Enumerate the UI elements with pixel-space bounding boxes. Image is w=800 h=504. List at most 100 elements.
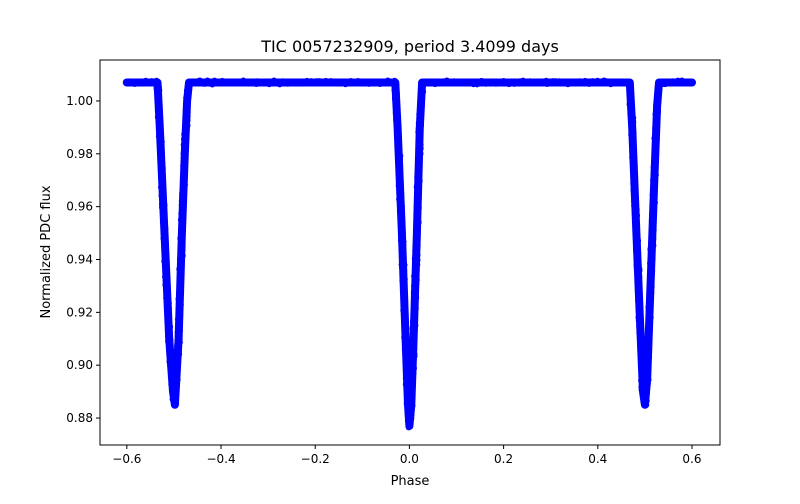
data-point	[633, 232, 640, 239]
data-point	[650, 182, 657, 188]
x-tick-label: 0.0	[400, 452, 419, 466]
data-point	[415, 197, 422, 204]
data-point	[645, 352, 652, 359]
data-point	[179, 252, 186, 259]
data-point	[633, 207, 640, 214]
data-point	[652, 131, 659, 138]
data-point	[159, 204, 165, 211]
chart-title: TIC 0057232909, period 3.4099 days	[260, 37, 559, 56]
data-point	[639, 341, 646, 348]
x-tick-label: −0.2	[301, 452, 330, 466]
data-point	[635, 291, 642, 298]
data-point	[648, 240, 655, 247]
data-point	[272, 78, 279, 85]
data-point	[544, 81, 551, 87]
data-point	[178, 228, 185, 235]
data-point	[669, 78, 676, 85]
data-point	[652, 149, 659, 156]
data-point	[179, 207, 186, 214]
data-point	[408, 388, 414, 395]
data-point	[577, 80, 584, 87]
axes-frame	[99, 59, 721, 446]
data-point	[409, 342, 416, 349]
data-point	[520, 77, 527, 84]
data-point	[595, 78, 602, 85]
data-point	[645, 364, 652, 371]
data-point	[413, 266, 420, 273]
data-point	[413, 294, 420, 301]
data-point	[254, 78, 260, 85]
data-point	[607, 81, 614, 88]
data-point	[159, 219, 166, 226]
data-point	[155, 93, 162, 100]
data-point	[337, 79, 344, 86]
data-point	[400, 307, 407, 314]
data-point	[162, 268, 169, 275]
data-point	[414, 252, 421, 259]
data-point	[645, 304, 652, 310]
data-point	[355, 78, 362, 84]
x-tick-label: −0.4	[206, 452, 235, 466]
data-layer	[122, 77, 696, 431]
data-point	[655, 83, 662, 90]
data-point	[173, 373, 180, 380]
data-point	[165, 319, 172, 325]
data-point	[630, 187, 637, 194]
data-point	[395, 159, 402, 166]
data-point	[652, 160, 658, 167]
data-point	[589, 78, 596, 85]
data-point	[393, 90, 400, 96]
data-point	[646, 294, 653, 301]
data-point	[399, 250, 406, 257]
data-point	[404, 354, 411, 361]
data-point	[653, 103, 660, 110]
data-point	[418, 99, 425, 106]
data-point	[402, 350, 409, 357]
data-point	[636, 305, 643, 312]
x-tick-label: 0.4	[588, 452, 607, 466]
data-point	[414, 236, 421, 243]
data-point	[166, 326, 173, 333]
data-point	[414, 213, 420, 220]
data-point	[176, 266, 183, 273]
data-point	[408, 403, 415, 410]
y-tick-label: 0.92	[66, 305, 93, 319]
data-point	[651, 199, 658, 206]
data-point	[176, 310, 183, 317]
x-tick-label: 0.2	[494, 452, 513, 466]
data-point	[414, 243, 421, 249]
data-point	[410, 331, 417, 338]
data-point	[653, 142, 660, 149]
data-point	[393, 81, 400, 88]
data-point	[153, 77, 160, 84]
data-point	[644, 325, 651, 332]
y-axis: 0.88 0.90 0.92 0.94 0.96 0.98 1.00	[66, 94, 100, 425]
x-axis-label: Phase	[391, 474, 430, 489]
y-tick-label: 0.88	[66, 411, 93, 425]
data-point	[634, 256, 641, 263]
data-point	[400, 285, 407, 292]
data-point	[636, 267, 643, 274]
data-point	[571, 79, 578, 86]
data-point	[478, 77, 485, 84]
data-point	[643, 385, 650, 392]
data-point	[630, 169, 637, 176]
data-point	[487, 79, 494, 86]
data-point	[416, 155, 423, 162]
data-point	[402, 361, 409, 368]
data-point	[686, 78, 693, 85]
data-point	[183, 94, 190, 101]
data-point	[180, 179, 187, 186]
data-point	[647, 320, 653, 327]
data-point	[166, 351, 173, 358]
data-point	[158, 153, 165, 160]
data-point	[416, 133, 423, 140]
data-point	[632, 216, 639, 223]
data-point	[171, 393, 178, 400]
data-point	[298, 80, 305, 87]
y-tick-label: 0.96	[66, 200, 93, 214]
data-point	[155, 108, 162, 115]
data-point	[178, 290, 184, 297]
data-point	[678, 77, 685, 84]
